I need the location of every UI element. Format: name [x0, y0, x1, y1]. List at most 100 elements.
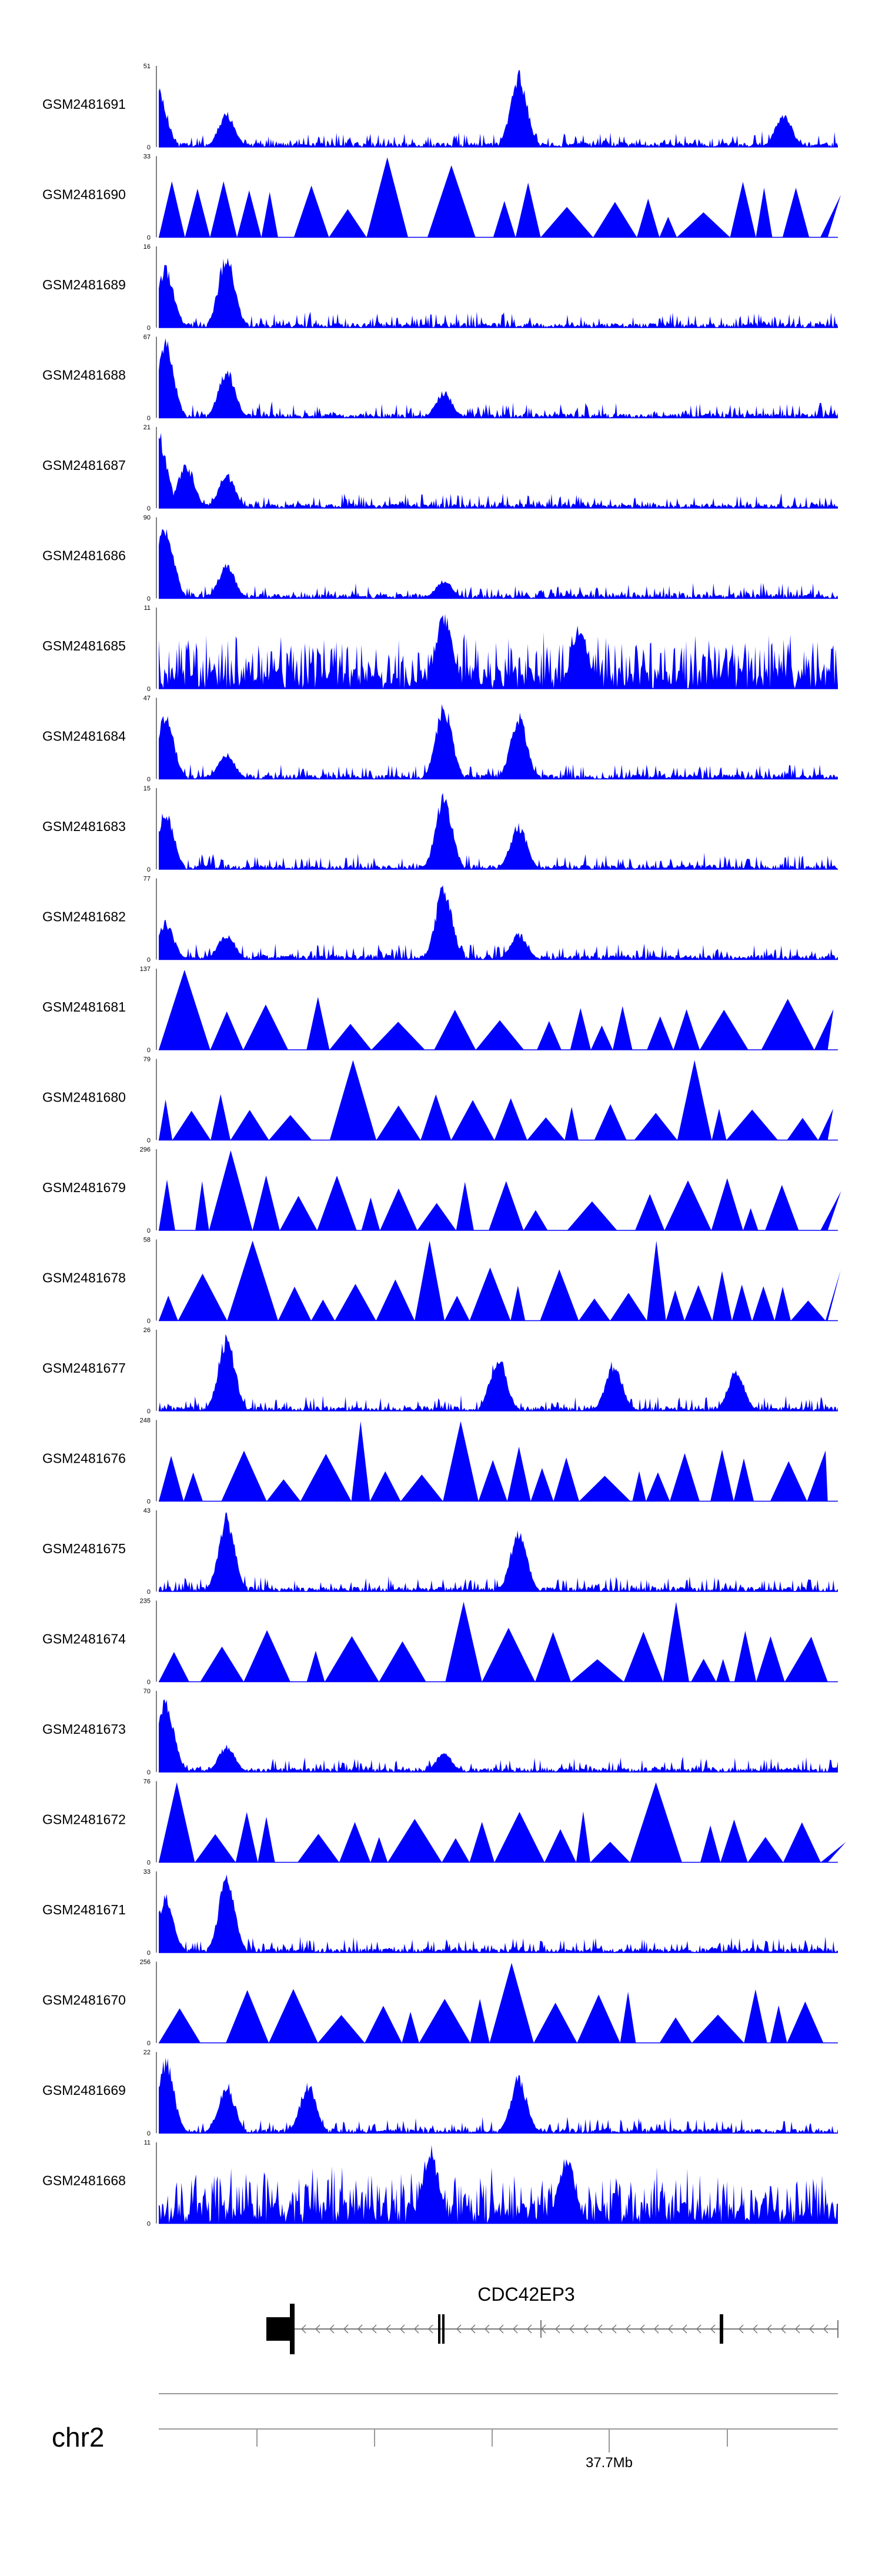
track-label: GSM2481676	[42, 1451, 126, 1466]
strand-chevron	[315, 2324, 320, 2334]
axis-zero-label: 0	[147, 1589, 151, 1596]
track-label: GSM2481686	[42, 548, 126, 563]
strand-chevron	[794, 2324, 800, 2334]
strand-chevron	[696, 2324, 701, 2334]
axis-max-label: 33	[143, 1868, 151, 1876]
strand-chevron	[554, 2324, 560, 2334]
gene-exon-4	[720, 2314, 723, 2344]
track-GSM2481690: GSM2481690 33 0	[42, 154, 841, 242]
strand-chevron	[413, 2324, 419, 2334]
axis-max-label: 43	[143, 1507, 151, 1514]
track-GSM2481676: GSM2481676 248 0	[42, 1417, 838, 1506]
signal-tracks: GSM2481691510GSM2481690330GSM2481689160G…	[42, 63, 846, 2228]
gene-annotation-track: CDC42EP3	[266, 2284, 838, 2354]
track-label: GSM2481691	[42, 96, 126, 112]
strand-chevron	[371, 2324, 377, 2334]
track-label: GSM2481677	[42, 1360, 126, 1376]
axis-max-label: 79	[143, 1056, 151, 1063]
axis-zero-label: 0	[147, 2130, 151, 2137]
track-GSM2481680: GSM2481680 79 0	[42, 1056, 838, 1144]
track-label: GSM2481678	[42, 1270, 126, 1286]
strand-chevron	[498, 2324, 504, 2334]
track-signal	[159, 1060, 838, 1140]
track-signal	[159, 1512, 838, 1591]
axis-zero-label: 0	[147, 866, 151, 873]
track-label: GSM2481671	[42, 1902, 126, 1917]
axis-zero-label: 0	[147, 1679, 151, 1686]
axis-max-label: 256	[140, 1959, 151, 1966]
track-GSM2481684: GSM2481684 47 0	[42, 695, 838, 783]
track-label: GSM2481684	[42, 729, 126, 744]
strand-chevron	[484, 2324, 490, 2334]
axis-zero-label: 0	[147, 415, 151, 422]
axis-max-label: 58	[143, 1237, 151, 1244]
axis-zero-label: 0	[147, 1137, 151, 1144]
axis-zero-label: 0	[147, 1860, 151, 1867]
axis-max-label: 76	[143, 1778, 151, 1786]
track-label: GSM2481687	[42, 458, 126, 473]
axis-max-label: 67	[143, 334, 151, 341]
track-GSM2481681: GSM2481681 137 0	[42, 966, 838, 1054]
axis-zero-label: 0	[147, 596, 151, 603]
strand-chevron	[653, 2324, 659, 2334]
track-GSM2481673: GSM2481673 70 0	[42, 1688, 838, 1776]
strand-chevron	[583, 2324, 589, 2334]
track-signal	[159, 970, 838, 1050]
strand-chevron	[569, 2324, 574, 2334]
track-signal	[159, 613, 838, 689]
axis-max-label: 21	[143, 424, 151, 431]
chromosome-ruler: chr2 37.7Mb	[52, 2393, 838, 2471]
track-signal	[159, 1874, 838, 1953]
track-label: GSM2481673	[42, 1721, 126, 1737]
track-label: GSM2481685	[42, 638, 126, 653]
gene-exon-2	[438, 2314, 440, 2344]
track-GSM2481691: GSM2481691 51 0	[42, 63, 838, 151]
track-signal	[159, 433, 838, 508]
strand-chevron	[710, 2324, 716, 2334]
strand-chevron	[329, 2324, 335, 2334]
axis-zero-label: 0	[147, 1408, 151, 1415]
track-label: GSM2481689	[42, 277, 126, 292]
strand-chevron	[639, 2324, 645, 2334]
chromosome-label: chr2	[52, 2422, 104, 2452]
gene-utr-block	[266, 2317, 291, 2341]
track-signal	[159, 704, 838, 779]
strand-chevron	[752, 2324, 758, 2334]
track-GSM2481668: GSM2481668 11 0	[42, 2140, 838, 2228]
track-GSM2481687: GSM2481687 21 0	[42, 424, 838, 512]
track-label: GSM2481681	[42, 999, 126, 1015]
track-signal	[159, 258, 838, 328]
axis-zero-label: 0	[147, 235, 151, 242]
track-GSM2481669: GSM2481669 22 0	[42, 2049, 838, 2137]
strand-chevron	[427, 2324, 433, 2334]
axis-max-label: 33	[143, 154, 151, 161]
axis-max-label: 26	[143, 1327, 151, 1334]
track-GSM2481683: GSM2481683 15 0	[42, 785, 838, 873]
strand-chevron	[512, 2324, 518, 2334]
track-signal	[159, 529, 838, 599]
track-signal	[159, 1334, 838, 1411]
gene-exon-1	[290, 2304, 295, 2354]
strand-chevron	[738, 2324, 744, 2334]
axis-zero-label: 0	[147, 1227, 151, 1234]
axis-zero-label: 0	[147, 1499, 151, 1506]
strand-chevron	[343, 2324, 349, 2334]
track-GSM2481671: GSM2481671 33 0	[42, 1868, 838, 1957]
track-label: GSM2481683	[42, 819, 126, 834]
track-signal	[159, 1782, 846, 1863]
strand-chevron	[385, 2324, 391, 2334]
axis-zero-label: 0	[147, 1769, 151, 1776]
track-signal	[159, 885, 838, 960]
track-label: GSM2481682	[42, 909, 126, 925]
track-GSM2481672: GSM2481672 76 0	[42, 1778, 846, 1867]
axis-zero-label: 0	[147, 1047, 151, 1054]
gene-strand-chevrons	[300, 2324, 828, 2334]
axis-zero-label: 0	[147, 2040, 151, 2047]
track-label: GSM2481680	[42, 1090, 126, 1105]
track-label: GSM2481690	[42, 187, 126, 202]
track-GSM2481670: GSM2481670 256 0	[42, 1959, 838, 2047]
axis-zero-label: 0	[147, 505, 151, 512]
axis-zero-label: 0	[147, 776, 151, 783]
ruler-coordinate-label: 37.7Mb	[586, 2455, 633, 2471]
